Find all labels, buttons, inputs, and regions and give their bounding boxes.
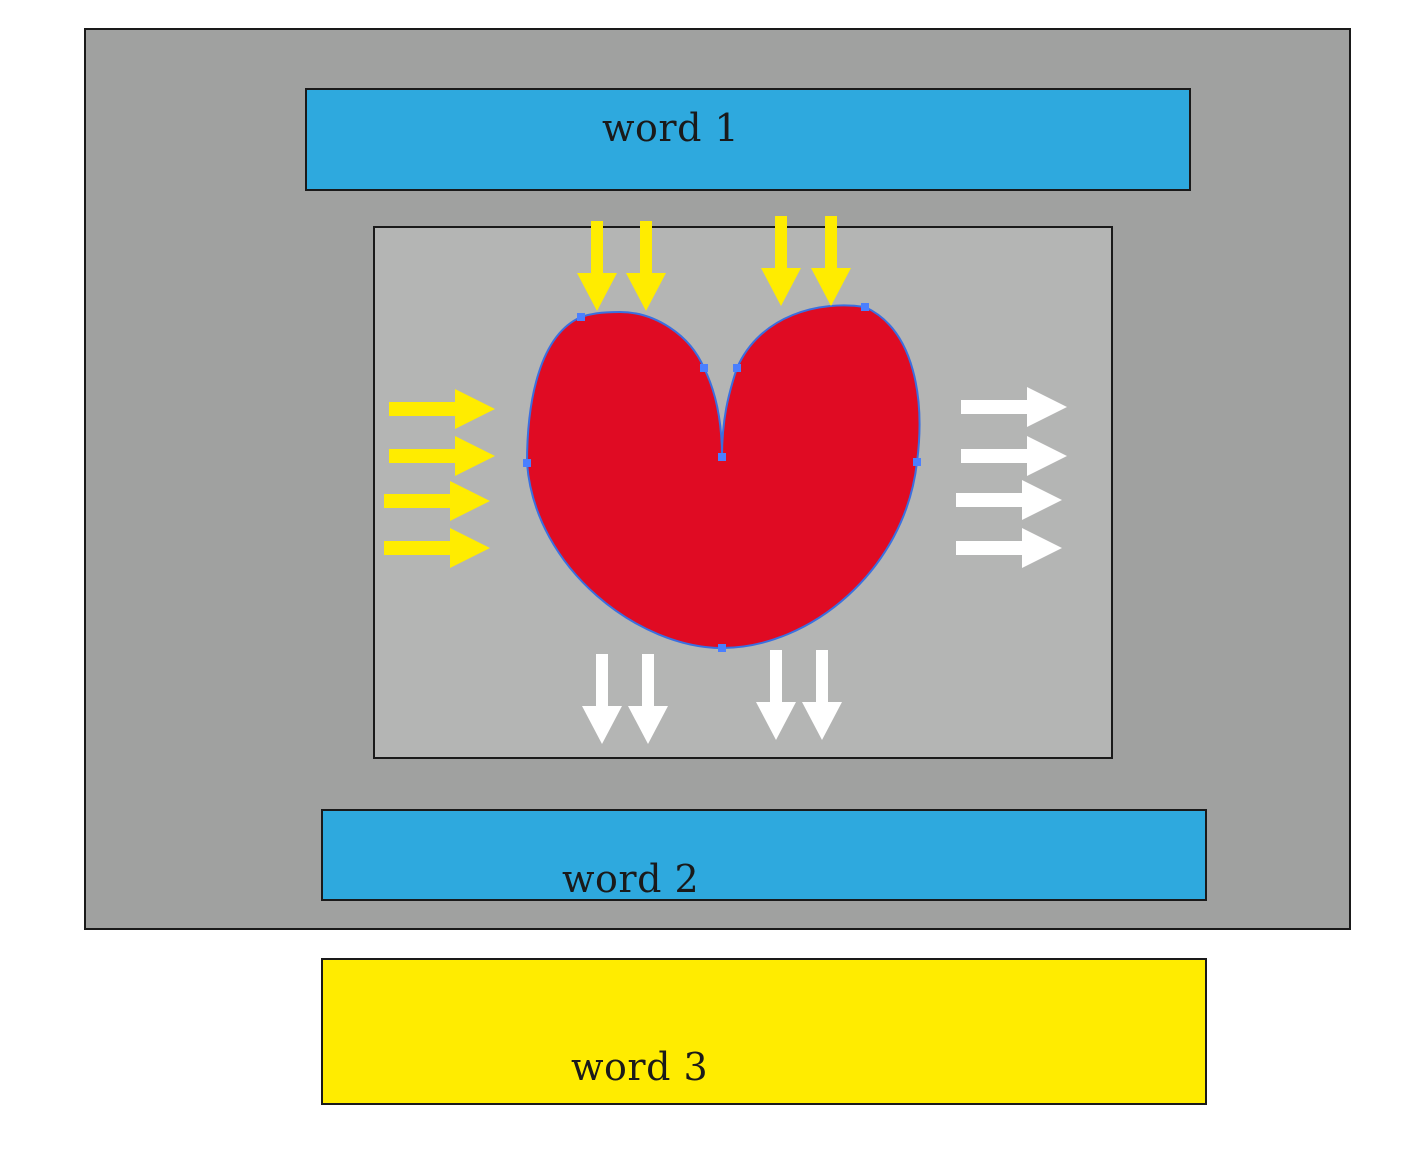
- bottom-banner-label: word 3: [571, 1045, 709, 1089]
- top-banner: word 1: [305, 88, 1191, 191]
- bottom-banner: word 3: [321, 958, 1207, 1105]
- middle-banner: word 2: [321, 809, 1207, 901]
- middle-banner-label: word 2: [562, 857, 700, 901]
- top-banner-label: word 1: [602, 106, 740, 150]
- inner-panel: [373, 226, 1113, 759]
